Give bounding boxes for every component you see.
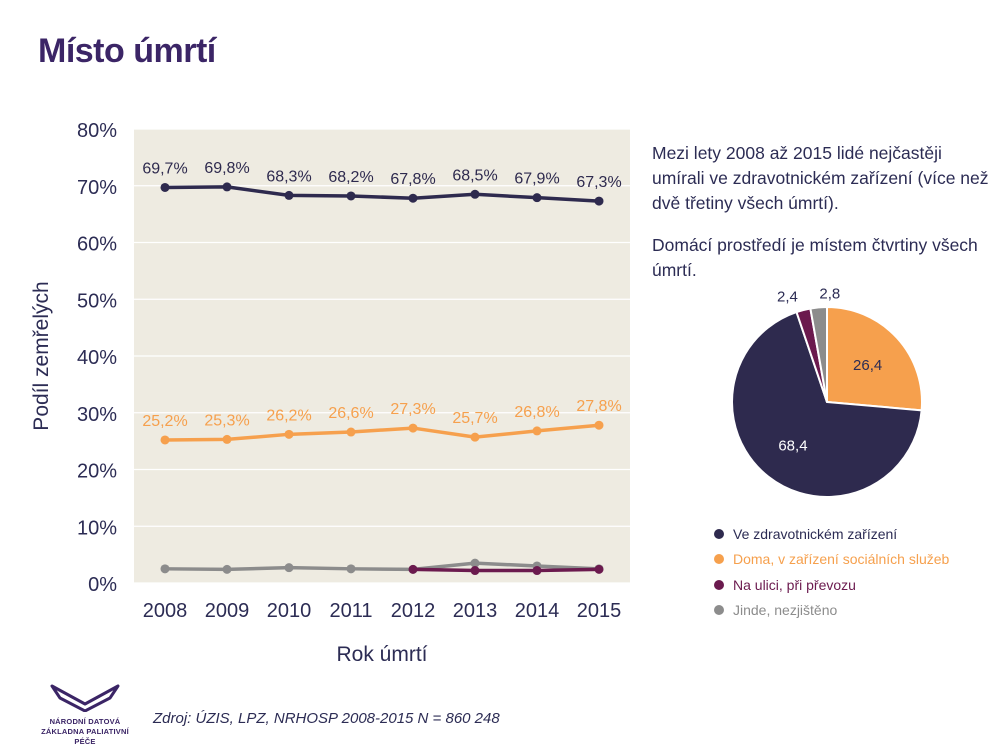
legend-marker-icon — [714, 528, 724, 539]
series-0-data-label: 69,7% — [142, 160, 187, 177]
wing-logo-icon — [50, 684, 120, 713]
x-axis-label: Rok úmrtí — [336, 643, 427, 666]
series-1-point — [470, 432, 480, 442]
legend-label: Na ulici, při převozu — [733, 576, 856, 593]
ndz-logo: NÁRODNÍ DATOVÁ ZÁKLADNA PALIATIVNÍ PÉČE — [30, 684, 140, 747]
pie-slice-label: 2,8 — [819, 285, 840, 302]
series-0-point — [594, 196, 604, 206]
x-tick-label: 2015 — [577, 600, 622, 622]
series-1-data-label: 25,7% — [452, 410, 497, 427]
x-tick-label: 2010 — [267, 600, 312, 622]
legend-marker-icon — [714, 554, 724, 565]
summary-note-1: Mezi lety 2008 až 2015 lidé nejčastěji u… — [652, 143, 989, 213]
y-tick-label: 10% — [77, 517, 117, 539]
legend-item: Doma, v zařízení sociálních služeb — [714, 547, 949, 573]
series-0-point — [222, 182, 232, 192]
series-1-data-label: 26,8% — [514, 404, 559, 421]
series-3-point — [346, 564, 356, 574]
y-tick-label: 60% — [77, 234, 117, 256]
series-2-point — [532, 566, 542, 576]
legend-label: Doma, v zařízení sociálních služeb — [733, 551, 950, 568]
series-3-point — [222, 564, 232, 574]
series-0-point — [160, 182, 170, 192]
legend-item: Ve zdravotnickém zařízení — [714, 521, 949, 547]
summary-note-2: Domácí prostředí je místem čtvrtiny všec… — [652, 235, 978, 280]
y-axis-label: Podíl zemřelých — [30, 281, 53, 430]
y-tick-label: 80% — [77, 120, 117, 142]
x-tick-label: 2011 — [329, 600, 372, 622]
series-3-line — [164, 561, 600, 572]
series-1-point — [532, 426, 542, 436]
y-tick-label: 40% — [77, 347, 117, 369]
series-0-data-label: 68,3% — [266, 168, 311, 185]
logo-line-2: ZÁKLADNA PALIATIVNÍ PÉČE — [41, 727, 129, 746]
series-2-point — [470, 566, 480, 576]
series-0-data-label: 67,3% — [576, 174, 621, 191]
series-2-point — [594, 564, 604, 574]
series-0-data-label: 68,5% — [452, 167, 497, 184]
series-1-line — [164, 423, 600, 442]
pie-slice-label: 2,4 — [777, 288, 798, 305]
pie-slice-label: 26,4 — [853, 357, 882, 374]
page-title: Místo úmrtí — [38, 32, 216, 70]
legend-item: Jinde, nezjištěno — [714, 598, 949, 624]
series-3-point — [470, 558, 480, 568]
y-tick-label: 20% — [77, 461, 117, 483]
pie-legend: Ve zdravotnickém zařízení Doma, v zařízen… — [714, 521, 949, 623]
series-1-data-label: 27,3% — [390, 401, 435, 418]
series-0-data-label: 68,2% — [328, 169, 373, 186]
pie-slice-1 — [731, 310, 923, 498]
series-0-line — [164, 185, 600, 203]
legend-label: Ve zdravotnickém zařízení — [733, 525, 898, 542]
x-tick-label: 2009 — [205, 600, 250, 622]
x-tick-label: 2014 — [515, 600, 560, 622]
logo-line-1: NÁRODNÍ DATOVÁ — [49, 717, 121, 726]
legend-marker-icon — [714, 605, 724, 616]
x-tick-label: 2008 — [143, 600, 188, 622]
series-0-point — [284, 190, 294, 200]
x-tick-label: 2013 — [453, 600, 498, 622]
source-note: Zdroj: ÚZIS, LPZ, NRHOSP 2008-2015 N = 8… — [153, 710, 500, 727]
series-1-point — [160, 435, 170, 445]
series-1-point — [594, 420, 604, 430]
y-tick-label: 70% — [77, 177, 117, 199]
series-1-point — [408, 423, 418, 433]
series-0-point — [346, 191, 356, 201]
pie-slice-label: 68,4 — [778, 437, 807, 454]
series-0-point — [470, 189, 480, 199]
series-2-line — [412, 567, 600, 573]
series-1-data-label: 26,6% — [328, 405, 373, 422]
legend-marker-icon — [714, 579, 724, 590]
y-tick-label: 30% — [77, 404, 117, 426]
series-0-data-label: 69,8% — [204, 160, 249, 177]
series-3-point — [284, 563, 294, 573]
pie-chart: 26,4 68,4 2,4 2,8 — [731, 285, 923, 498]
legend-item: Na ulici, při převozu — [714, 572, 949, 598]
series-0-data-label: 67,8% — [390, 171, 435, 188]
series-1-data-label: 26,2% — [266, 407, 311, 424]
series-1-data-label: 25,3% — [204, 412, 249, 429]
series-1-data-label: 25,2% — [142, 413, 187, 430]
series-1-point — [222, 434, 232, 444]
series-1-point — [346, 427, 356, 437]
x-tick-label: 2012 — [391, 600, 436, 622]
series-0-data-label: 67,9% — [514, 171, 559, 188]
series-1-point — [284, 429, 294, 439]
series-0-point — [408, 193, 418, 203]
series-3-point — [160, 564, 170, 574]
series-2-point — [408, 564, 418, 574]
legend-label: Jinde, nezjištěno — [733, 602, 838, 619]
pie-slice-0 — [826, 305, 923, 412]
series-1-data-label: 27,8% — [576, 398, 621, 415]
series-0-point — [532, 193, 542, 203]
y-tick-label: 0% — [88, 574, 117, 596]
line-chart: 0% 10% 20% 30% 40% 50% 60% 70% 80% 2008 2009 2010 20… — [30, 120, 630, 666]
y-tick-label: 50% — [77, 290, 117, 312]
pie-slice-3 — [809, 305, 828, 403]
